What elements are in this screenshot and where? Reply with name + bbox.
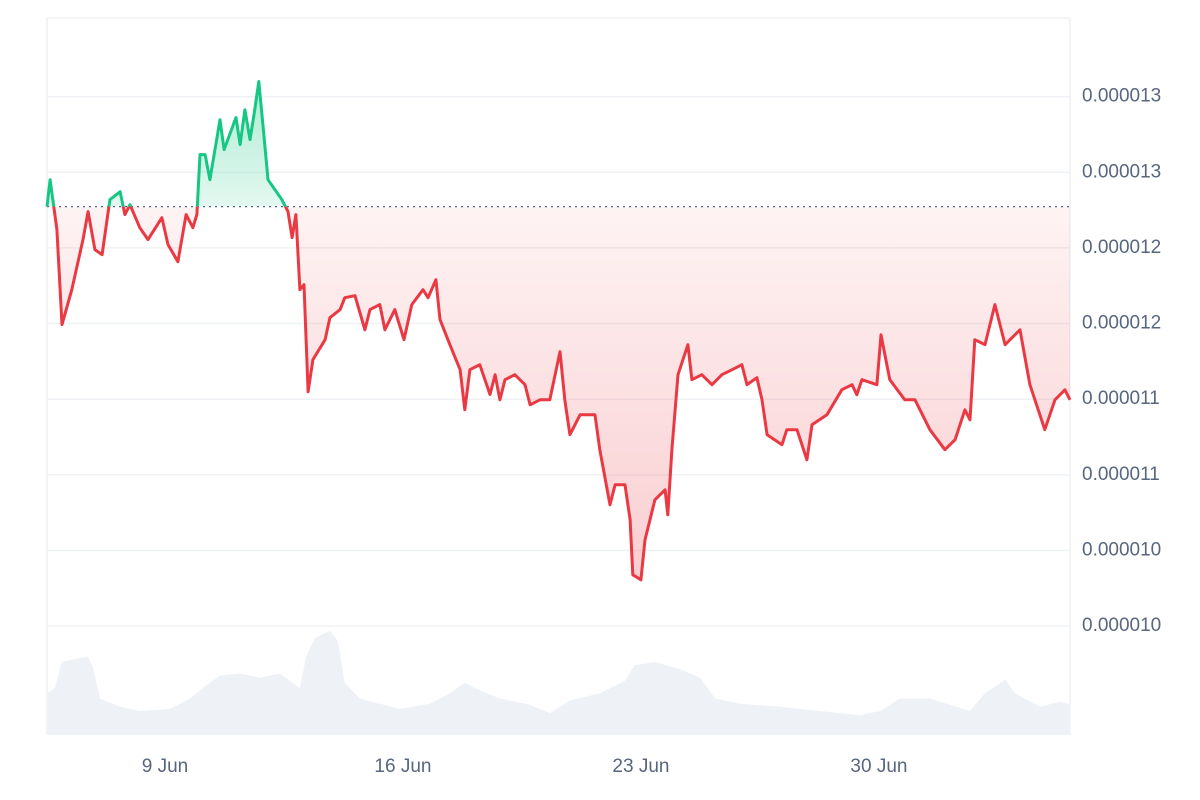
area-down <box>53 206 1070 580</box>
area-up <box>47 81 1070 207</box>
volume-area <box>47 630 1070 735</box>
x-tick-label: 23 Jun <box>612 756 669 777</box>
plot: 0.000013 0.000013 0.000012 0.000012 0.000011… <box>45 80 1161 777</box>
price-line-down <box>47 206 1072 582</box>
x-tick-label: 9 Jun <box>142 756 188 777</box>
y-tick-label: 0.000013 <box>1082 161 1161 182</box>
y-tick-label: 0.000013 <box>1082 86 1161 107</box>
price-line-up <box>45 80 288 207</box>
y-tick-label: 0.000012 <box>1082 237 1161 258</box>
x-tick-label: 30 Jun <box>850 756 907 777</box>
y-tick-label: 0.000010 <box>1082 615 1161 636</box>
y-tick-label: 0.000012 <box>1082 313 1161 334</box>
x-tick-label: 16 Jun <box>374 756 431 777</box>
y-tick-label: 0.000011 <box>1082 464 1160 485</box>
y-tick-label: 0.000010 <box>1082 539 1161 560</box>
y-tick-label: 0.000011 <box>1082 388 1160 409</box>
